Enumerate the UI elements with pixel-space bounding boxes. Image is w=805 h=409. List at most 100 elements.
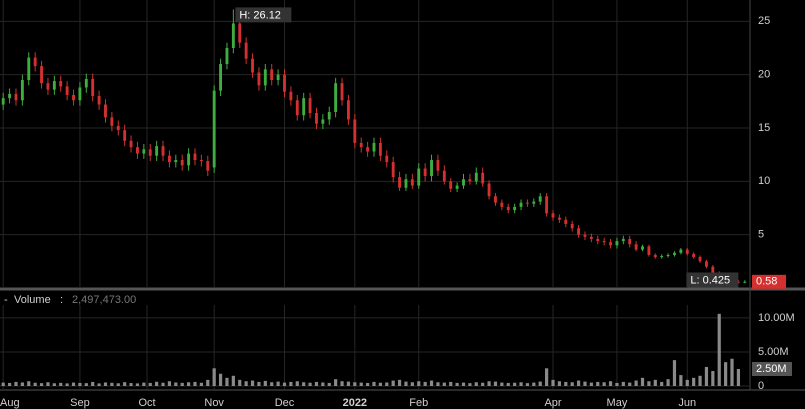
volume-bar: [481, 382, 485, 386]
volume-bar: [65, 383, 69, 386]
volume-bar: [263, 380, 267, 386]
candle-body: [238, 23, 242, 43]
volume-bar: [321, 382, 325, 386]
volume-bar: [449, 381, 453, 386]
candle-body: [33, 57, 37, 67]
volume-bar: [576, 380, 581, 386]
candle-body: [596, 238, 600, 242]
volume-bar: [212, 368, 216, 386]
volume-bar: [135, 383, 140, 386]
volume-bar: [500, 382, 504, 386]
candle-body: [532, 201, 536, 204]
candle-body: [410, 179, 414, 186]
candle-body: [315, 113, 318, 124]
volume-bar: [429, 380, 434, 386]
volume-bar: [218, 373, 223, 386]
volume-bar: [334, 379, 338, 386]
volume-bar: [359, 382, 363, 386]
candle-body: [494, 196, 497, 203]
y-tick-label: 5.00M: [758, 346, 789, 358]
candle-body: [500, 202, 504, 207]
last-price-box: [752, 274, 786, 289]
candle-body: [20, 80, 24, 101]
volume-bar: [378, 382, 382, 386]
y-tick-label: 0: [758, 380, 764, 392]
volume-bar: [532, 382, 536, 386]
candle-body: [634, 244, 638, 250]
volume-bar: [174, 382, 178, 386]
volume-bar: [282, 382, 287, 386]
candle-body: [705, 261, 708, 267]
candle-body: [404, 179, 408, 188]
candle-body: [187, 153, 191, 166]
candle-body: [398, 177, 402, 188]
volume-bar: [187, 382, 191, 386]
candle-body: [327, 112, 331, 120]
volume-bar: [660, 381, 664, 386]
volume-bar: [327, 382, 331, 386]
volume-marker-label: 2.50M: [756, 363, 787, 375]
candle-body: [628, 238, 632, 245]
volume-bar: [436, 382, 440, 386]
x-tick-label: Feb: [409, 397, 428, 409]
volume-bar: [123, 382, 127, 386]
candle-body: [289, 91, 293, 101]
volume-separator: :: [60, 294, 63, 306]
candle-body: [711, 266, 715, 274]
x-tick-label: Jun: [678, 397, 696, 409]
volume-bar: [33, 382, 37, 386]
candle-body: [97, 96, 101, 105]
volume-bar: [385, 382, 389, 386]
volume-bar: [14, 381, 18, 386]
candle-body: [660, 256, 664, 258]
candle-body: [666, 254, 670, 256]
candle-body: [257, 72, 261, 86]
candle-body: [225, 48, 229, 64]
candle-body: [570, 224, 574, 229]
candle-body: [110, 117, 114, 126]
volume-bar: [206, 379, 210, 386]
candle-body: [84, 78, 88, 88]
candle-body: [474, 172, 478, 182]
volume-bar: [692, 377, 696, 386]
volume-bar: [461, 382, 466, 386]
volume-bar: [417, 381, 421, 386]
volume-bar: [589, 382, 593, 386]
volume-bar: [640, 377, 645, 386]
volume-bar: [672, 360, 677, 386]
x-tick-label: Aug: [0, 397, 20, 409]
volume-bar: [628, 382, 632, 386]
volume-bar: [71, 382, 76, 386]
candle-body: [8, 93, 12, 99]
candle-body: [359, 142, 363, 148]
volume-bar: [557, 381, 561, 386]
low-label-box: [686, 272, 739, 288]
candle-body: [442, 170, 446, 182]
volume-bar: [366, 382, 370, 386]
candle-body: [199, 160, 203, 162]
volume-bar: [103, 382, 108, 386]
volume-bar: [474, 382, 478, 386]
volume-bar: [91, 381, 95, 386]
candle-body: [129, 140, 133, 148]
candle-body: [417, 168, 421, 186]
volume-bar: [564, 381, 568, 386]
candle-body: [487, 183, 491, 197]
candle-body: [123, 130, 127, 141]
collapse-icon[interactable]: -: [4, 294, 8, 306]
volume-bar: [455, 382, 459, 386]
candle-body: [564, 219, 568, 224]
low-label: L: 0.425: [690, 274, 730, 286]
volume-bar: [704, 366, 709, 386]
volume-bar: [314, 381, 319, 386]
volume-bar: [653, 379, 657, 386]
volume-bar: [679, 375, 683, 386]
volume-bar: [596, 381, 600, 386]
volume-bar: [276, 381, 280, 386]
volume-bar: [59, 382, 63, 386]
volume-bar: [525, 383, 530, 386]
volume-bar: [27, 381, 31, 386]
candle-body: [340, 83, 344, 101]
